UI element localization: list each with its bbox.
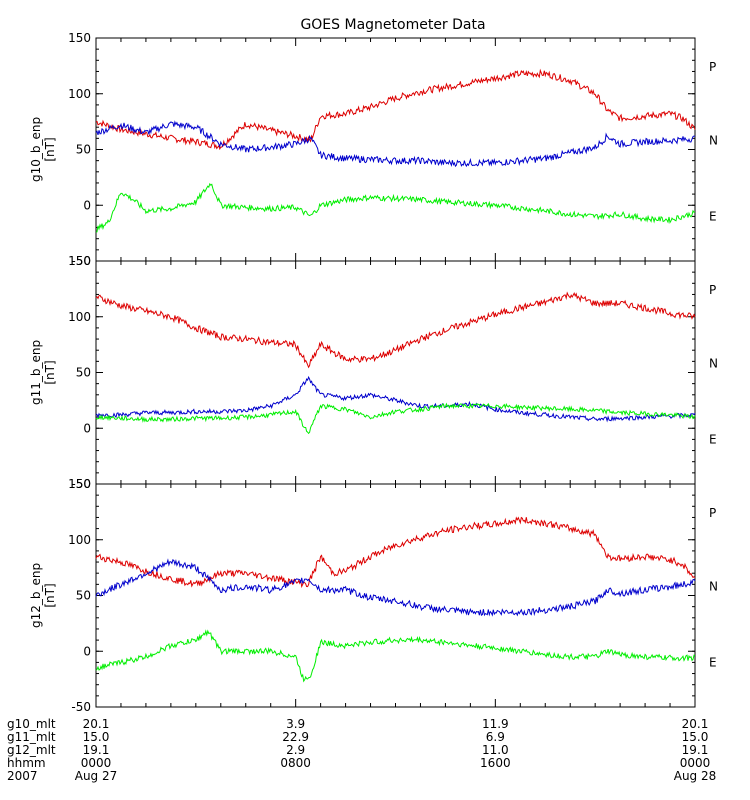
y-axis-label: g10_b_enp: [29, 117, 43, 182]
series-line-E: [95, 375, 696, 423]
series-line-N: [95, 182, 696, 233]
x-row-label: 2007: [7, 769, 38, 783]
y-tick-label: 50: [76, 143, 91, 157]
x-row-value: 0000: [81, 756, 112, 770]
legend-E: E: [709, 209, 717, 223]
x-row-value: 20.1: [83, 717, 110, 731]
series-line-N: [95, 629, 696, 683]
legend-P: P: [709, 60, 716, 74]
x-row-value: Aug 28: [674, 769, 717, 783]
x-row-label: g10_mlt: [7, 717, 56, 731]
panel-2: -50 0 50 100 150 g11_b_enp [nT] P N E: [29, 254, 718, 491]
y-tick-label: 100: [68, 310, 91, 324]
x-row-value: 11.9: [482, 717, 509, 731]
y-tick-label: 150: [68, 254, 91, 268]
y-tick-label: 0: [83, 421, 91, 435]
y-tick-label: 150: [68, 477, 91, 491]
x-row-value: 2.9: [286, 743, 305, 757]
y-tick-label: 100: [68, 533, 91, 547]
x-row-value: 19.1: [682, 743, 709, 757]
y-axis-label: g11_b_enp: [29, 340, 43, 405]
panel-frame: [95, 483, 696, 708]
x-row-value: 19.1: [83, 743, 110, 757]
series-line-P: [95, 291, 696, 369]
x-row-label: g11_mlt: [7, 730, 56, 744]
x-row-value: Aug 27: [75, 769, 118, 783]
x-axis-table: g10_mlt 20.1 3.9 11.9 20.1 g11_mlt 15.0 22.9 6.9…: [7, 717, 716, 783]
y-tick-label: -50: [71, 254, 91, 268]
series-line-E: [95, 558, 696, 617]
y-axis-unit: [nT]: [43, 583, 57, 607]
y-tick-label: 150: [68, 31, 91, 45]
y-tick-label: -50: [71, 477, 91, 491]
x-row-value: 20.1: [682, 717, 709, 731]
x-row-value: 0800: [280, 756, 311, 770]
y-tick-label: -50: [71, 700, 91, 714]
y-tick-label: 50: [76, 366, 91, 380]
panel-1: -50 0 50 100 150 g10_b_enp [nT] P N E: [29, 31, 718, 268]
series-line-E: [95, 120, 696, 168]
panel-frame: [95, 37, 696, 262]
x-row-value: 6.9: [486, 730, 505, 744]
legend-E: E: [709, 655, 717, 669]
x-row-value: 15.0: [83, 730, 110, 744]
chart-title: GOES Magnetometer Data: [300, 17, 485, 33]
y-tick-label: 50: [76, 589, 91, 603]
x-row-value: 11.0: [482, 743, 509, 757]
y-tick-label: 0: [83, 644, 91, 658]
legend-P: P: [709, 506, 716, 520]
legend-N: N: [709, 580, 718, 594]
x-row-value: 3.9: [286, 717, 305, 731]
legend-N: N: [709, 357, 718, 371]
x-row-label: g12_mlt: [7, 743, 56, 757]
y-axis-unit: [nT]: [43, 360, 57, 384]
y-tick-label: 100: [68, 87, 91, 101]
y-axis-label: g12_b_enp: [29, 563, 43, 628]
x-row-label: hhmm: [7, 756, 46, 770]
series-line-P: [95, 516, 696, 589]
legend-N: N: [709, 134, 718, 148]
y-axis-unit: [nT]: [43, 137, 57, 161]
series-line-P: [95, 68, 696, 151]
legend-E: E: [709, 432, 717, 446]
x-row-value: 15.0: [682, 730, 709, 744]
panel-3: -50 0 50 100 150 g12_b_enp [nT] P N E: [29, 477, 718, 714]
x-row-value: 1600: [480, 756, 511, 770]
legend-P: P: [709, 283, 716, 297]
x-row-value: 0000: [680, 756, 711, 770]
y-tick-label: 0: [83, 198, 91, 212]
panel-frame: [95, 260, 696, 485]
x-row-value: 22.9: [282, 730, 309, 744]
series-line-N: [95, 402, 696, 435]
